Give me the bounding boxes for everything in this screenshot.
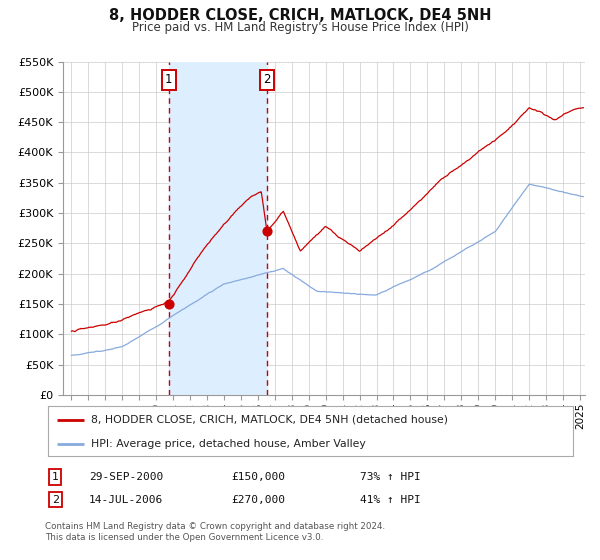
Text: This data is licensed under the Open Government Licence v3.0.: This data is licensed under the Open Gov… (45, 533, 323, 542)
Text: 29-SEP-2000: 29-SEP-2000 (89, 472, 163, 482)
Text: 1: 1 (52, 472, 59, 482)
Text: Contains HM Land Registry data © Crown copyright and database right 2024.: Contains HM Land Registry data © Crown c… (45, 522, 385, 531)
Text: 2: 2 (52, 494, 59, 505)
Text: £150,000: £150,000 (231, 472, 285, 482)
Point (262, 227, 272, 236)
Bar (169, 62, 267, 395)
Point (164, 300, 173, 309)
Text: Price paid vs. HM Land Registry's House Price Index (HPI): Price paid vs. HM Land Registry's House … (131, 21, 469, 34)
Text: 73% ↑ HPI: 73% ↑ HPI (360, 472, 421, 482)
Text: HPI: Average price, detached house, Amber Valley: HPI: Average price, detached house, Ambe… (91, 439, 366, 449)
Text: 1: 1 (165, 73, 173, 86)
Text: 41% ↑ HPI: 41% ↑ HPI (360, 494, 421, 505)
Text: 8, HODDER CLOSE, CRICH, MATLOCK, DE4 5NH (detached house): 8, HODDER CLOSE, CRICH, MATLOCK, DE4 5NH… (91, 414, 448, 424)
Text: £270,000: £270,000 (231, 494, 285, 505)
Text: 2: 2 (263, 73, 271, 86)
Text: 14-JUL-2006: 14-JUL-2006 (89, 494, 163, 505)
Text: 8, HODDER CLOSE, CRICH, MATLOCK, DE4 5NH: 8, HODDER CLOSE, CRICH, MATLOCK, DE4 5NH (109, 8, 491, 24)
